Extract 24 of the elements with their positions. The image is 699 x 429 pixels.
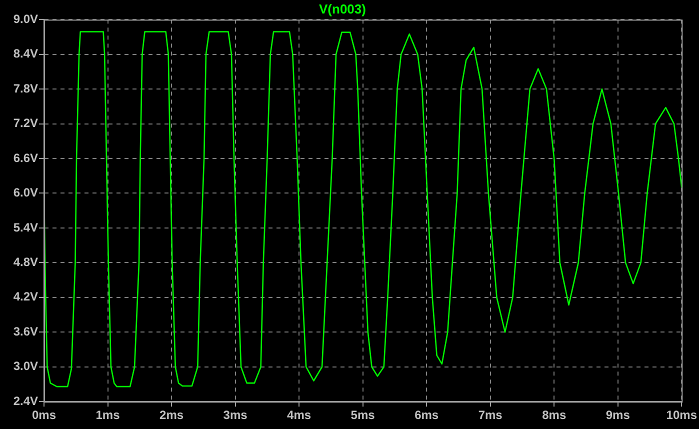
x-tick-label: 7ms (478, 408, 503, 422)
y-tick-label: 5.4V (13, 220, 38, 234)
y-tick-label: 7.2V (13, 116, 38, 130)
x-tick-label: 6ms (414, 408, 439, 422)
x-tick-label: 10ms (666, 408, 698, 422)
x-tick-label: 8ms (542, 408, 566, 422)
x-tick-label: 3ms (223, 408, 248, 422)
x-tick-label: 2ms (160, 408, 184, 422)
y-tick-label: 3.6V (13, 324, 38, 338)
x-tick-label: 5ms (350, 408, 376, 422)
y-tick-label: 4.2V (13, 290, 38, 304)
y-tick-label: 6.0V (13, 186, 38, 200)
y-tick-label: 3.0V (13, 359, 38, 374)
x-tick-label: 0ms (32, 408, 56, 422)
y-tick-label: 6.6V (13, 150, 38, 165)
x-tick-label: 9ms (606, 408, 630, 422)
y-tick-label: 9.0V (13, 12, 38, 26)
chart-title: V(n003) (319, 1, 366, 16)
y-tick-label: 8.4V (13, 46, 38, 61)
x-tick-label: 1ms (96, 408, 120, 422)
y-tick-label: 7.8V (13, 81, 38, 96)
y-tick-label: 2.4V (13, 394, 38, 408)
y-tick-label: 4.8V (13, 255, 38, 270)
x-tick-label: 4ms (287, 408, 312, 422)
